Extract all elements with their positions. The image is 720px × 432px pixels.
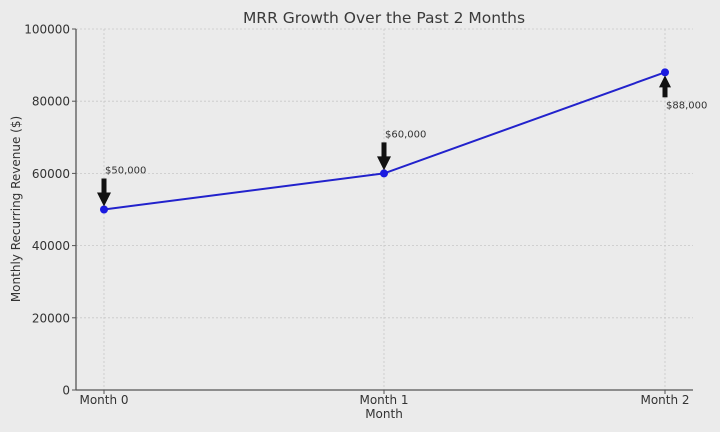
x-axis-label: Month	[365, 407, 403, 421]
annotation: $50,000	[97, 166, 146, 207]
y-tick-label: 60000	[32, 167, 70, 181]
annotation-label: $88,000	[666, 100, 707, 111]
x-tick-label: Month 1	[359, 393, 408, 407]
y-tick-label: 0	[62, 384, 70, 398]
x-axis-ticks: Month 0 Month 1 Month 2	[79, 390, 690, 407]
annotation: $60,000	[377, 129, 426, 171]
annotation: $88,000	[659, 75, 707, 111]
annotation-label: $50,000	[105, 166, 146, 177]
axes	[75, 29, 693, 391]
annotation-label: $60,000	[385, 129, 426, 140]
data-series	[100, 68, 669, 214]
y-tick-label: 40000	[32, 239, 70, 253]
y-axis-label: Monthly Recurring Revenue ($)	[9, 116, 23, 302]
arrow-shaft-icon	[662, 86, 668, 98]
series-line	[103, 71, 666, 211]
x-tick-label: Month 0	[79, 393, 128, 407]
arrow-down-icon	[381, 142, 387, 159]
gridlines	[76, 28, 693, 390]
x-tick-label: Month 2	[640, 393, 689, 407]
data-point-marker	[661, 68, 669, 77]
arrow-up-icon	[659, 75, 671, 88]
y-tick-label: 20000	[32, 311, 70, 325]
chart-title: MRR Growth Over the Past 2 Months	[243, 9, 525, 27]
y-tick-label: 100000	[24, 23, 70, 37]
arrow-head-icon	[377, 156, 391, 171]
data-point-marker	[380, 169, 388, 178]
arrow-down-icon	[101, 178, 107, 195]
y-tick-label: 80000	[32, 95, 70, 109]
data-point-marker	[100, 205, 108, 214]
arrow-head-icon	[97, 192, 111, 207]
annotations: $50,000 $60,000 $88,000	[97, 75, 707, 207]
y-axis-ticks: 0 20000 40000 60000 80000 100000	[24, 23, 76, 398]
